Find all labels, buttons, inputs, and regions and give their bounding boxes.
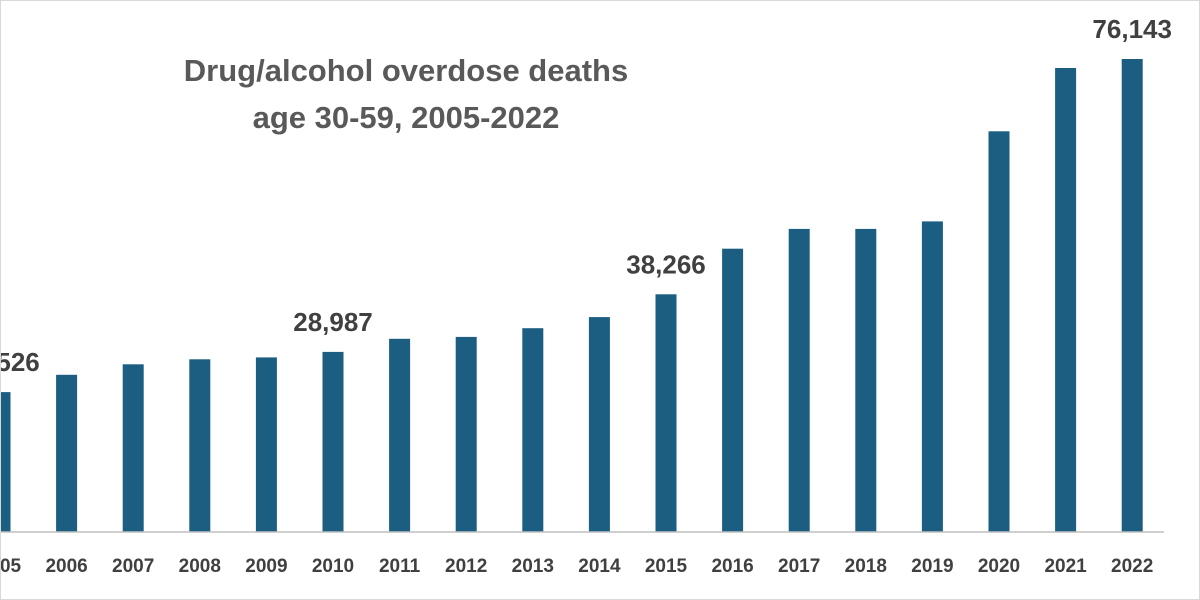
x-tick-label-2007: 2007 — [112, 556, 154, 577]
bar-2019 — [921, 221, 943, 532]
x-axis-ticks: 2005 2006 2007 2008 2009 2010 2011 2012 2013 2014… — [1, 556, 1153, 577]
x-tick-label-2017: 2017 — [778, 556, 820, 577]
bar-2015 — [655, 294, 677, 532]
bar-2021 — [1055, 68, 1077, 532]
data-label-2022: 76,143 — [1092, 14, 1172, 44]
x-tick-label-2009: 2009 — [245, 556, 287, 577]
x-tick-label-2012: 2012 — [445, 556, 487, 577]
data-label-2005: 22,526 — [1, 347, 40, 377]
x-tick-label-2008: 2008 — [179, 556, 221, 577]
bar-2006 — [56, 374, 78, 532]
x-tick-label-2021: 2021 — [1044, 556, 1087, 577]
bar-2011 — [389, 338, 411, 532]
data-labels: 22,526 28,987 38,266 76,143 — [1, 14, 1172, 377]
data-label-2015: 38,266 — [626, 249, 706, 279]
x-tick-label-2010: 2010 — [312, 556, 354, 577]
x-tick-label-2006: 2006 — [45, 556, 87, 577]
x-tick-label-2005: 2005 — [1, 556, 22, 577]
bar-2013 — [522, 328, 544, 532]
x-tick-label-2014: 2014 — [578, 556, 621, 577]
bar-2016 — [722, 248, 744, 532]
bar-2012 — [455, 336, 477, 532]
data-label-2010: 28,987 — [293, 307, 373, 337]
chart-title-line-2: age 30-59, 2005-2022 — [253, 100, 560, 135]
x-tick-label-2018: 2018 — [845, 556, 887, 577]
bar-2008 — [189, 359, 211, 532]
x-tick-label-2022: 2022 — [1111, 556, 1153, 577]
chart-title-line-1: Drug/alcohol overdose deaths — [184, 53, 628, 88]
x-tick-label-2015: 2015 — [645, 556, 688, 577]
bar-2022 — [1121, 59, 1143, 532]
x-tick-label-2016: 2016 — [711, 556, 753, 577]
x-tick-label-2013: 2013 — [512, 556, 554, 577]
x-tick-label-2020: 2020 — [978, 556, 1020, 577]
x-tick-label-2011: 2011 — [379, 556, 421, 577]
bar-series — [1, 59, 1143, 533]
x-tick-label-2019: 2019 — [911, 556, 953, 577]
bar-2005 — [1, 392, 11, 532]
bar-2017 — [788, 228, 810, 532]
bar-2010 — [322, 351, 344, 532]
bar-2018 — [855, 228, 877, 532]
bar-2014 — [588, 317, 610, 532]
bar-2020 — [988, 131, 1010, 533]
bar-2007 — [122, 364, 144, 532]
bar-2009 — [255, 357, 277, 532]
